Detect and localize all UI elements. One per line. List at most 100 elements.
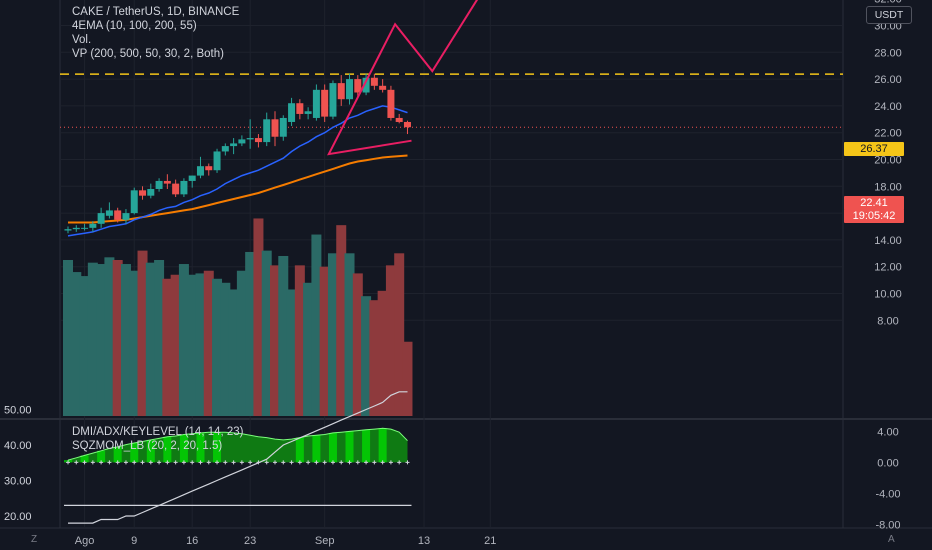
volume-bar [311,234,322,416]
squeeze-zero-cross [74,460,79,465]
squeeze-zero-cross [123,460,128,465]
squeeze-column [163,436,172,463]
price-tick-label: 18.00 [874,181,902,193]
volume-bar [162,278,173,416]
volume-bar [278,255,289,416]
auto-scale-toggle[interactable]: A [888,534,895,545]
candle-body [246,138,254,140]
squeeze-zero-cross [322,460,327,465]
volume-bar [71,272,82,416]
volume-bar [369,300,380,416]
volume-bar [377,290,388,416]
squeeze-column [130,443,139,463]
squeeze-zero-cross [223,460,228,465]
candle-body [64,229,72,231]
squeeze-zero-cross [231,460,236,465]
candle-body [180,180,188,195]
candle-body [263,119,271,143]
squeeze-column [179,434,188,463]
candle-body [370,77,378,86]
squeeze-zero-cross [215,460,220,465]
squeeze-zero-cross [206,460,211,465]
volume-bar [236,270,247,416]
squeeze-column [213,432,222,463]
squeeze-column [196,432,205,463]
candle-body [188,175,196,181]
time-tick-label: Sep [315,535,335,547]
volume-bar [96,264,107,416]
squeeze-zero-cross [281,460,286,465]
candle-body [122,213,130,220]
zoom-toggle[interactable]: Z [31,534,38,545]
candle-body [163,180,171,184]
volume-bar [385,265,396,416]
legend-dmi: DMI/ADX/KEYLEVEL (14, 14, 23) [72,426,244,438]
squeeze-column [328,432,337,463]
candle-body [105,210,113,216]
candle-body [362,77,370,93]
volume-bar [336,225,347,416]
volume-bar [203,270,214,416]
volume-bar [402,341,413,416]
squeeze-column [362,429,371,463]
price-tick-label: 32.00 [874,0,902,6]
volume-bar [145,262,156,416]
squeeze-zero-cross [99,460,104,465]
squeeze-zero-cross [140,460,145,465]
candle-body [279,117,287,137]
candle-body [254,138,262,143]
price-tick-label: 8.00 [877,315,898,327]
candle-countdown: 19:05:42 [844,209,904,223]
candle-body [395,117,403,122]
volume-bar [286,289,297,416]
time-tick-label: Ago [75,535,95,547]
volume-bar [253,218,264,416]
volume-bar [344,253,355,416]
squeeze-column [113,446,122,463]
volume-bar [120,264,131,416]
squeeze-zero-cross [190,460,195,465]
squeeze-zero-cross [355,460,360,465]
candle-body [72,227,80,230]
volume-bar [112,260,123,416]
legend-volume: Vol. [72,34,92,46]
volume-bar [327,253,338,416]
candle-body [354,79,362,93]
volume-bar [87,262,98,416]
candle-body [403,121,411,128]
squeeze-zero-cross [330,460,335,465]
legend-volume-profile: VP (200, 500, 50, 30, 2, Both) [72,48,224,60]
price-tick-label: 28.00 [874,47,902,59]
currency-button[interactable]: USDT [866,6,912,24]
projection-path [327,0,479,156]
squeeze-zero-cross [173,460,178,465]
squeeze-zero-cross [372,460,377,465]
candle-body [97,213,105,224]
ema-slow-line [68,154,408,224]
price-tick-label: 24.00 [874,101,902,113]
dmi-axis-label: 40.00 [4,440,32,452]
volume-bar [170,274,181,416]
squeeze-zero-cross [82,460,87,465]
candle-body [221,146,229,152]
candle-body [321,89,329,117]
squeeze-zero-cross [157,460,162,465]
volume-bar [104,257,115,416]
volume-bar [319,266,330,416]
price-tick-label: 26.00 [874,74,902,86]
volume-bar [245,251,256,416]
squeeze-zero-cross [107,460,112,465]
squeeze-zero-cross [239,460,244,465]
candle-body [172,183,180,195]
squeeze-axis-label: 4.00 [877,426,898,438]
legend-symbol: CAKE / TetherUS, 1D, BINANCE [72,6,240,18]
candle-body [114,210,122,220]
squeeze-zero-cross [297,460,302,465]
volume-bar [63,260,73,416]
candle-body [196,166,204,176]
squeeze-column [378,428,387,463]
squeeze-zero-cross [314,460,319,465]
volume-bar [212,278,223,416]
squeeze-zero-cross [90,460,95,465]
